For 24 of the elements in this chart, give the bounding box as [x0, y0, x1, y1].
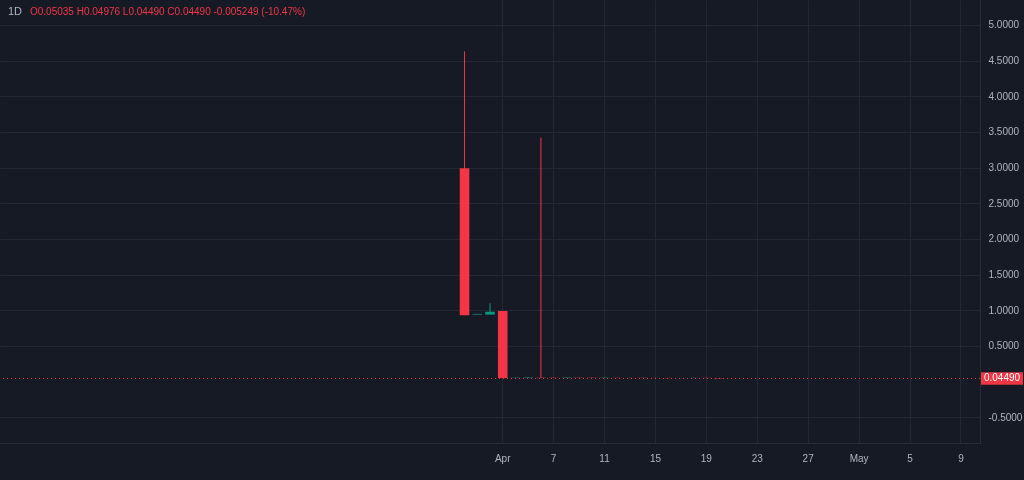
y-tick-label: 0.5000	[988, 340, 1020, 352]
y-tick-label: 4.5000	[988, 55, 1020, 67]
x-tick-label: Apr	[494, 452, 512, 464]
chart-title: 1D	[8, 5, 23, 17]
x-tick-label: 19	[700, 452, 713, 464]
x-tick-label: 11	[599, 452, 611, 464]
x-tick-label: May	[849, 452, 869, 464]
y-tick-label: 4.0000	[988, 90, 1020, 102]
x-tick-label: 9	[958, 452, 965, 464]
y-tick-label: 2.5000	[988, 197, 1020, 209]
y-tick-label: 3.5000	[988, 126, 1020, 138]
y-tick-label: -0.5000	[988, 411, 1023, 423]
annotation: O0.05035 H0.04976 L0.04490 C0.04490 -0.005249 (-10.47%)	[30, 6, 306, 17]
y-tick-label: 3.0000	[988, 162, 1020, 174]
y-tick-label: 2.0000	[988, 233, 1020, 245]
y-tick-label: 1.0000	[988, 304, 1020, 316]
y-tick-label: 5.0000	[988, 19, 1020, 31]
x-tick-label: 27	[802, 452, 815, 464]
y-tick-label: 1.5000	[988, 269, 1020, 281]
x-tick-label: 5	[907, 452, 914, 464]
ref-line-label: 0.04490	[983, 372, 1021, 384]
x-tick-label: 7	[550, 452, 557, 464]
x-tick-label: 15	[649, 452, 662, 464]
x-tick-label: 23	[751, 452, 764, 464]
